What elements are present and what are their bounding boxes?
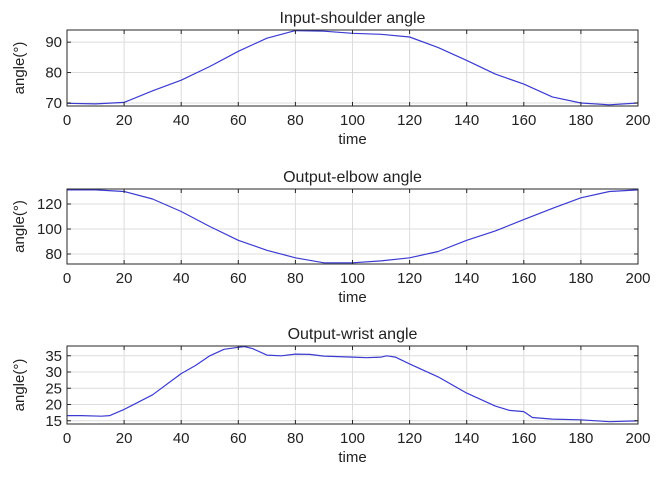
x-tick-label: 120 (397, 430, 422, 447)
x-tick-label: 20 (116, 270, 133, 287)
x-tick-label: 80 (287, 430, 304, 447)
x-tick-label: 80 (287, 270, 304, 287)
x-tick-label: 100 (340, 112, 365, 129)
x-axis-label: time (338, 449, 366, 466)
y-tick-label: 15 (45, 413, 62, 430)
x-tick-label: 180 (568, 430, 593, 447)
x-tick-label: 60 (230, 430, 247, 447)
x-tick-label: 0 (63, 270, 71, 287)
x-tick-label: 40 (173, 112, 190, 129)
x-tick-label: 140 (454, 430, 479, 447)
chart-title: Output-wrist angle (288, 326, 418, 343)
y-tick-label: 120 (37, 196, 62, 213)
x-tick-label: 60 (230, 270, 247, 287)
x-axis-label: time (338, 289, 366, 306)
x-tick-label: 40 (173, 430, 190, 447)
x-tick-label: 100 (340, 270, 365, 287)
x-tick-label: 160 (511, 112, 536, 129)
series-line (67, 346, 639, 423)
chart-title: Input-shoulder angle (280, 10, 426, 27)
x-tick-label: 60 (230, 112, 247, 129)
x-tick-label: 160 (511, 430, 536, 447)
x-tick-label: 120 (397, 112, 422, 129)
y-tick-label: 25 (45, 380, 62, 397)
x-tick-label: 180 (568, 112, 593, 129)
x-tick-label: 120 (397, 270, 422, 287)
chart-1: 0 20 40 60 80 100 120 140 160 180 200 70 80 90 Input-s… (11, 10, 651, 148)
x-tick-label: 20 (116, 112, 133, 129)
x-tick-label: 200 (625, 112, 650, 129)
x-tick-label: 200 (625, 270, 650, 287)
x-tick-label: 180 (568, 270, 593, 287)
y-tick-label: 70 (45, 95, 62, 112)
y-tick-label: 100 (37, 221, 62, 238)
y-tick-label: 30 (45, 364, 62, 381)
chart-title: Output-elbow angle (283, 169, 422, 186)
x-tick-label: 0 (63, 430, 71, 447)
chart-2: 0 20 40 60 80 100 120 140 160 180 200 80 100 120 Outpu… (11, 169, 651, 306)
y-tick-label: 80 (45, 65, 62, 82)
x-tick-label: 20 (116, 430, 133, 447)
y-tick-label: 80 (45, 246, 62, 263)
y-tick-label: 20 (45, 397, 62, 414)
x-tick-label: 100 (340, 430, 365, 447)
y-axis-label: angle(°) (11, 200, 28, 253)
x-axis-label: time (338, 131, 366, 148)
x-tick-label: 140 (454, 270, 479, 287)
x-tick-label: 0 (63, 112, 71, 129)
x-tick-label: 200 (625, 430, 650, 447)
chart-3: 0 20 40 60 80 100 120 140 160 180 2001520253035Out… (11, 326, 651, 466)
x-tick-label: 40 (173, 270, 190, 287)
y-axis-label: angle(°) (11, 359, 28, 412)
x-tick-label: 80 (287, 112, 304, 129)
y-axis-label: angle(°) (11, 42, 28, 95)
y-tick-label: 35 (45, 348, 62, 365)
x-tick-label: 160 (511, 270, 536, 287)
y-tick-label: 90 (45, 34, 62, 51)
x-tick-label: 140 (454, 112, 479, 129)
